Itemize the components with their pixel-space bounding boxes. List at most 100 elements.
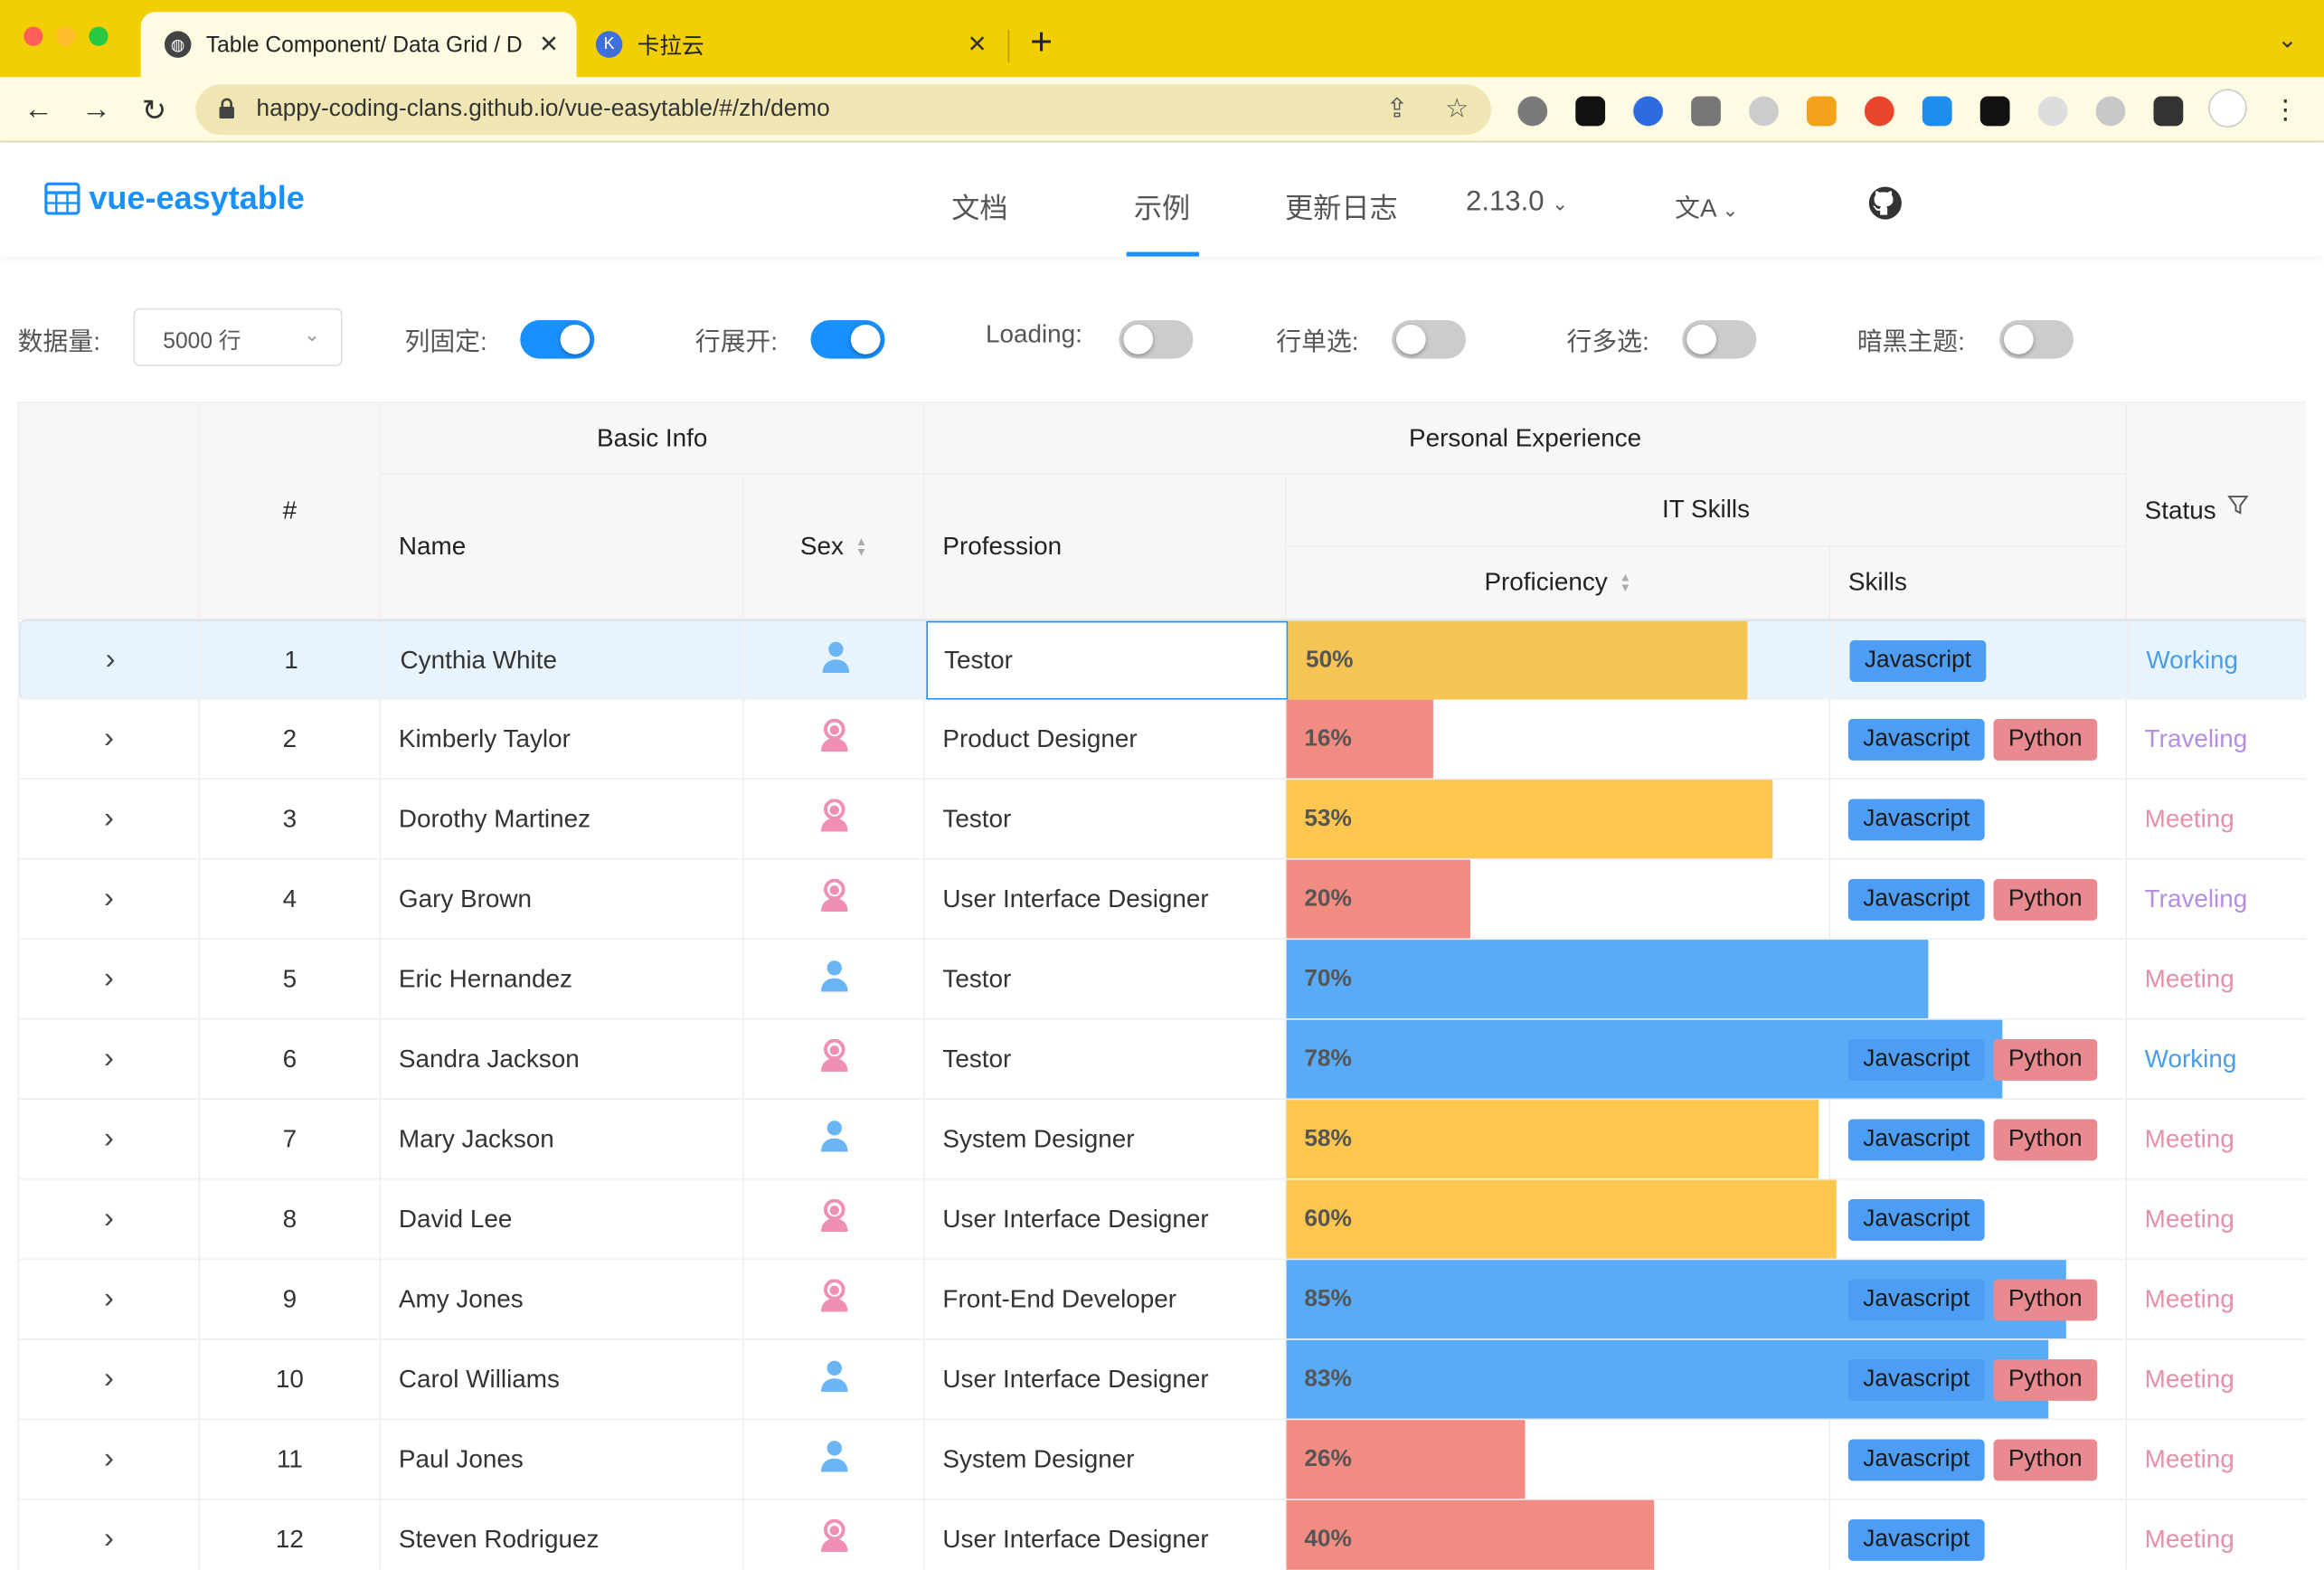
table-row[interactable]: › 12 Steven Rodriguez User Interface Design…: [19, 1499, 2307, 1570]
name-cell[interactable]: Paul Jones: [381, 1420, 744, 1499]
name-cell[interactable]: Eric Hernandez: [381, 940, 744, 1019]
profession-cell[interactable]: User Interface Designer: [925, 1179, 1287, 1259]
status-column-header[interactable]: Status: [2127, 402, 2307, 620]
multi-select-toggle[interactable]: [1682, 320, 1757, 359]
data-count-select[interactable]: 5000 行 ⌄: [133, 307, 343, 366]
chevron-right-icon[interactable]: ›: [105, 643, 116, 676]
close-tab-icon[interactable]: ✕: [967, 33, 987, 58]
table-row[interactable]: › 7 Mary Jackson System Designer 58% Javascri…: [19, 1100, 2307, 1180]
red-extension-icon[interactable]: [1864, 96, 1894, 127]
notion-extension-icon[interactable]: [1575, 96, 1606, 127]
fixed-column-toggle[interactable]: [520, 320, 595, 359]
github-icon[interactable]: [1867, 185, 1903, 221]
puzzle-extensions-icon[interactable]: [2153, 96, 2184, 127]
blue-extension-icon[interactable]: [1922, 96, 1952, 127]
chevron-right-icon[interactable]: ›: [103, 1042, 114, 1075]
sort-icon[interactable]: ▲ ▼: [855, 534, 868, 559]
chevron-right-icon[interactable]: ›: [103, 882, 114, 915]
close-tab-icon[interactable]: ✕: [538, 33, 559, 58]
chevron-right-icon[interactable]: ›: [103, 1282, 114, 1315]
expand-row-button[interactable]: ›: [19, 780, 201, 858]
browser-tab-inactive[interactable]: K 卡拉云 ✕: [581, 12, 1006, 77]
table-row[interactable]: › 2 Kimberly Taylor Product Designer 16% Java…: [19, 699, 2307, 780]
chevron-right-icon[interactable]: ›: [103, 801, 114, 835]
nav-docs[interactable]: 文档: [951, 194, 1008, 226]
filter-icon[interactable]: [2227, 495, 2249, 515]
profession-cell[interactable]: User Interface Designer: [925, 1339, 1287, 1419]
profession-cell[interactable]: System Designer: [925, 1100, 1287, 1179]
name-cell[interactable]: Mary Jackson: [381, 1100, 744, 1179]
share-icon[interactable]: ⇪: [1385, 93, 1409, 124]
more-menu-icon[interactable]: ⋮: [2272, 94, 2300, 124]
zoom-window-button[interactable]: [89, 26, 109, 46]
chevron-right-icon[interactable]: ›: [103, 722, 114, 755]
profession-cell[interactable]: System Designer: [925, 1420, 1287, 1499]
row-expand-toggle[interactable]: [810, 320, 885, 359]
table-row[interactable]: › 4 Gary Brown User Interface Designer 20% Ja…: [19, 859, 2307, 941]
moon-extension-icon[interactable]: [1749, 96, 1779, 127]
chevron-right-icon[interactable]: ›: [103, 1522, 114, 1556]
name-cell[interactable]: Amy Jones: [381, 1260, 744, 1339]
profession-cell[interactable]: Testor: [925, 780, 1287, 858]
table-row[interactable]: › 8 David Lee User Interface Designer 60% Jav…: [19, 1179, 2307, 1261]
site-logo[interactable]: vue-easytable: [44, 179, 305, 218]
profile-avatar[interactable]: [2208, 89, 2247, 128]
close-window-button[interactable]: [24, 26, 43, 46]
table-row[interactable]: › 9 Amy Jones Front-End Developer 85% Javascr…: [19, 1260, 2307, 1340]
profession-cell[interactable]: User Interface Designer: [925, 1499, 1287, 1570]
search-extension-icon[interactable]: [1633, 96, 1663, 127]
table-row[interactable]: › 3 Dorothy Martinez Testor 53% Javascript Mee…: [19, 780, 2307, 860]
cloud-extension-icon[interactable]: [2095, 96, 2126, 127]
profession-cell[interactable]: User Interface Designer: [925, 859, 1287, 939]
expand-row-button[interactable]: ›: [19, 859, 201, 939]
loading-toggle[interactable]: [1119, 320, 1194, 359]
name-cell[interactable]: Carol Williams: [381, 1339, 744, 1419]
forward-icon[interactable]: →: [81, 92, 111, 126]
browser-tab-active[interactable]: ◍ Table Component/ Data Grid / D ✕: [140, 12, 577, 78]
bookmark-star-icon[interactable]: ☆: [1445, 93, 1469, 124]
name-cell[interactable]: Sandra Jackson: [381, 1019, 744, 1099]
expand-row-button[interactable]: ›: [19, 1100, 201, 1179]
table-row[interactable]: › 10 Carol Williams User Interface Designer…: [19, 1339, 2307, 1421]
table-row[interactable]: › 1 Cynthia White Testor 50% Javascript Workin…: [19, 619, 2307, 700]
nav-demo[interactable]: 示例: [1133, 194, 1191, 226]
chevron-right-icon[interactable]: ›: [103, 1121, 114, 1155]
expand-row-button[interactable]: ›: [19, 940, 201, 1019]
sort-icon[interactable]: ▲ ▼: [1619, 571, 1631, 595]
profession-cell[interactable]: Testor: [925, 940, 1287, 1019]
profession-cell[interactable]: Product Designer: [925, 699, 1287, 779]
name-cell[interactable]: Kimberly Taylor: [381, 699, 744, 779]
dark-theme-toggle[interactable]: [1999, 320, 2074, 359]
minimize-window-button[interactable]: [56, 26, 76, 46]
expand-row-button[interactable]: ›: [19, 1260, 201, 1339]
expand-row-button[interactable]: ›: [19, 1499, 201, 1570]
single-select-toggle[interactable]: [1392, 320, 1467, 359]
grid-extension-icon[interactable]: [1806, 96, 1837, 127]
shield-extension-icon[interactable]: [2037, 96, 2068, 127]
expand-row-button[interactable]: ›: [21, 620, 202, 700]
mail-extension-icon[interactable]: [1691, 96, 1721, 127]
reload-icon[interactable]: ↻: [141, 94, 167, 128]
profession-cell[interactable]: Testor: [926, 620, 1289, 700]
tomato-extension-icon[interactable]: [1517, 96, 1548, 127]
name-cell[interactable]: David Lee: [381, 1179, 744, 1259]
expand-row-button[interactable]: ›: [19, 1019, 201, 1099]
sex-column-header[interactable]: Sex ▲ ▼: [743, 474, 925, 620]
chevron-down-icon[interactable]: ⌄: [2277, 28, 2298, 54]
table-row[interactable]: › 11 Paul Jones System Designer 26% Javascrip…: [19, 1420, 2307, 1500]
name-cell[interactable]: Steven Rodriguez: [381, 1499, 744, 1570]
table-row[interactable]: › 6 Sandra Jackson Testor 78% Javascript Pytho…: [19, 1019, 2307, 1101]
chevron-right-icon[interactable]: ›: [103, 1362, 114, 1395]
address-bar[interactable]: happy-coding-clans.github.io/vue-easytab…: [195, 84, 1491, 136]
expand-row-button[interactable]: ›: [19, 1179, 201, 1259]
name-cell[interactable]: Dorothy Martinez: [381, 780, 744, 858]
chevron-right-icon[interactable]: ›: [103, 1202, 114, 1235]
expand-row-button[interactable]: ›: [19, 1339, 201, 1419]
dark-extension-icon[interactable]: [1979, 96, 2010, 127]
profession-cell[interactable]: Front-End Developer: [925, 1260, 1287, 1339]
profession-cell[interactable]: Testor: [925, 1019, 1287, 1099]
table-row[interactable]: › 5 Eric Hernandez Testor 70% Meeting: [19, 940, 2307, 1020]
new-tab-icon[interactable]: +: [1030, 19, 1053, 64]
name-cell[interactable]: Cynthia White: [383, 620, 746, 700]
name-cell[interactable]: Gary Brown: [381, 859, 744, 939]
